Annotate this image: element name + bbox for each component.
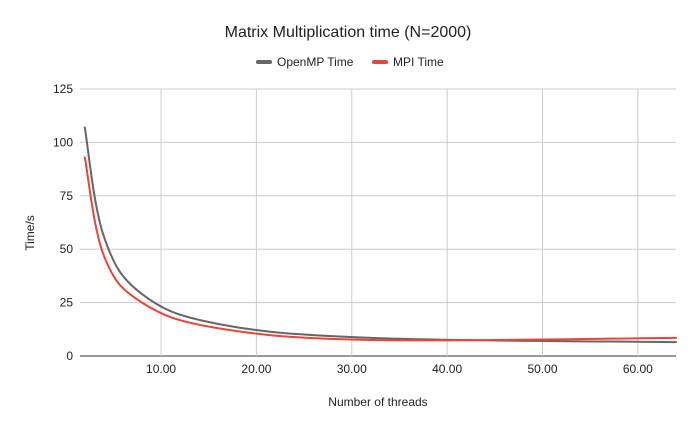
y-tick-label: 125: [53, 82, 73, 96]
series-line-mpi: [83, 156, 677, 342]
y-tick-label: 0: [66, 349, 73, 363]
y-tick-label: 25: [60, 296, 74, 310]
tick-labels: 0 25 50 75 100 125 10.00 20.00 30.00 40.00 50.00 60…: [53, 82, 653, 376]
x-tick-label: 60.00: [623, 362, 653, 376]
y-axis-label: Time/s: [23, 215, 37, 251]
x-tick-label: 10.00: [146, 362, 176, 376]
series-lines: [83, 126, 677, 344]
x-tick-label: 40.00: [432, 362, 462, 376]
gridlines: [80, 88, 676, 357]
y-tick-label: 50: [60, 242, 74, 256]
x-tick-label: 20.00: [241, 362, 271, 376]
y-tick-label: 75: [60, 189, 74, 203]
legend-label: OpenMP Time: [277, 55, 354, 69]
x-axis-label: Number of threads: [328, 395, 427, 409]
y-tick-label: 100: [53, 135, 73, 149]
legend: OpenMP Time MPI Time: [256, 55, 444, 69]
x-tick-label: 50.00: [527, 362, 557, 376]
legend-label: MPI Time: [393, 55, 444, 69]
chart-title: Matrix Multiplication time (N=2000): [225, 24, 472, 41]
x-tick-label: 30.00: [337, 362, 367, 376]
